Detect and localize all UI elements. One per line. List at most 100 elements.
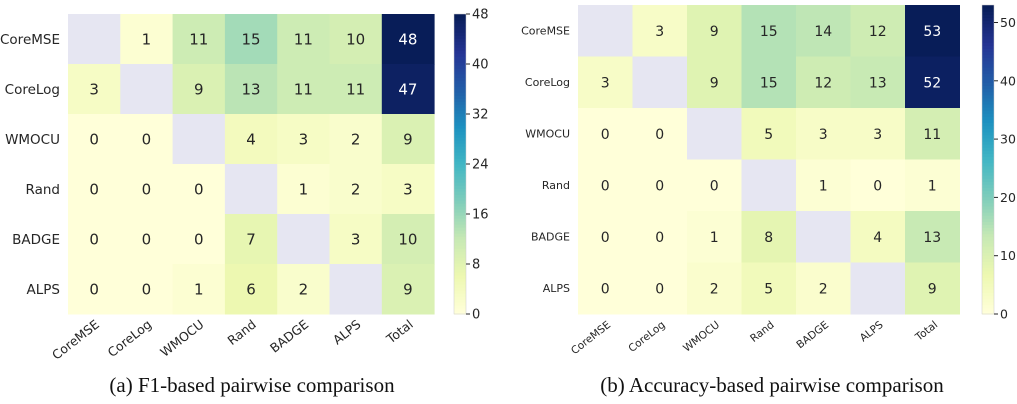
colorbar-segment — [454, 164, 466, 168]
colorbar-segment — [454, 227, 466, 231]
cell-value-label: 0 — [601, 127, 610, 143]
heatmap-cell — [741, 5, 797, 57]
colorbar-segment — [982, 38, 994, 43]
cell-value-label: 0 — [655, 178, 664, 194]
heatmap-cell — [381, 114, 435, 165]
colorbar-tick-label: 32 — [472, 108, 489, 123]
colorbar-segment — [982, 298, 994, 303]
colorbar-segment — [454, 194, 466, 198]
heatmap-cell — [578, 262, 633, 315]
colorbar-segment — [982, 35, 994, 40]
colorbar-tick-label: 0 — [472, 308, 480, 323]
cell-value-label: 1 — [928, 178, 937, 194]
colorbar-tick-label: 40 — [1000, 73, 1016, 88]
heatmap-cell — [687, 262, 742, 315]
heatmap-cell — [68, 114, 121, 165]
colorbar-segment — [982, 60, 994, 65]
heatmap-cell — [329, 64, 383, 115]
colorbar-segment — [982, 156, 994, 161]
heatmap-cell — [850, 108, 906, 160]
colorbar-segment — [454, 212, 466, 216]
colorbar-segment — [454, 83, 466, 87]
column-label: CoreLog — [105, 317, 155, 360]
heatmap-cell — [224, 264, 278, 315]
heatmap-cell — [905, 108, 960, 160]
colorbar-segment — [982, 23, 994, 28]
cell-value-label: 0 — [89, 280, 99, 298]
colorbar-segment — [982, 184, 994, 188]
colorbar-segment — [982, 8, 994, 12]
column-label: WMOCU — [157, 317, 206, 360]
colorbar-segment — [982, 310, 994, 315]
cell-value-label: 2 — [299, 280, 309, 298]
cell-value-label: 2 — [819, 281, 828, 297]
colorbar-segment — [454, 185, 466, 189]
heatmap-cell — [381, 264, 435, 315]
colorbar-segment — [454, 110, 466, 114]
cell-value-label: 4 — [873, 230, 882, 246]
colorbar-segment — [982, 150, 994, 154]
heatmap-cell — [632, 108, 688, 160]
colorbar-segment — [982, 26, 994, 31]
cell-value-label: 9 — [710, 24, 719, 40]
colorbar-segment — [454, 98, 466, 102]
heatmap-cell — [687, 108, 742, 160]
colorbar-segment — [982, 280, 994, 284]
column-label: CoreLog — [626, 319, 667, 355]
colorbar-segment — [982, 246, 994, 250]
heatmap-cell — [68, 264, 121, 315]
row-label: BADGE — [12, 232, 60, 248]
colorbar-segment — [454, 161, 466, 165]
row-label: BADGE — [531, 231, 570, 244]
colorbar-segment — [982, 168, 994, 173]
colorbar-segment — [982, 128, 994, 133]
heatmap-cell — [905, 5, 960, 57]
cell-value-label: 3 — [873, 127, 882, 143]
colorbar-segment — [982, 159, 994, 164]
cell-value-label: 1 — [142, 30, 152, 48]
cell-value-label: 48 — [398, 30, 417, 48]
colorbar-segment — [454, 140, 466, 144]
colorbar-segment — [982, 125, 994, 130]
cell-value-label: 52 — [923, 75, 941, 91]
column-label: ALPS — [330, 317, 364, 348]
cell-value-label: 0 — [601, 281, 610, 297]
colorbar-segment — [454, 47, 466, 51]
colorbar-segment — [454, 251, 466, 255]
colorbar-segment — [454, 65, 466, 69]
colorbar-segment — [454, 203, 466, 207]
colorbar-tick-label: 24 — [472, 158, 489, 173]
colorbar-segment — [982, 295, 994, 300]
colorbar-segment — [454, 131, 466, 135]
colorbar-segment — [982, 190, 994, 195]
heatmap-cell — [905, 56, 960, 109]
colorbar-tick-label: 10 — [1000, 248, 1016, 263]
colorbar-segment — [454, 308, 466, 312]
heatmap-cell — [120, 64, 174, 115]
heatmap-cell — [224, 64, 278, 115]
cell-value-label: 9 — [403, 130, 413, 148]
column-label: WMOCU — [681, 319, 722, 355]
cell-value-label: 10 — [398, 230, 417, 248]
colorbar-segment — [982, 264, 994, 269]
colorbar-segment — [982, 283, 994, 287]
colorbar-segment — [982, 276, 994, 281]
cell-value-label: 9 — [403, 280, 413, 298]
heatmap-cell — [850, 159, 906, 212]
colorbar-segment — [454, 311, 466, 315]
colorbar-segment — [454, 278, 466, 282]
heatmap-cell — [741, 159, 797, 212]
colorbar-segment — [454, 170, 466, 174]
colorbar-segment — [982, 17, 994, 22]
heatmap-cell — [381, 64, 435, 115]
cell-value-label: 12 — [814, 75, 832, 91]
cell-value-label: 0 — [89, 180, 99, 198]
colorbar-segment — [982, 212, 994, 216]
heatmap-cell — [120, 114, 174, 165]
cell-value-label: 0 — [655, 127, 664, 143]
colorbar-segment — [982, 255, 994, 259]
cell-value-label: 2 — [351, 180, 361, 198]
cell-value-label: 5 — [764, 281, 773, 297]
colorbar-segment — [982, 181, 994, 185]
colorbar-segment — [982, 11, 994, 15]
